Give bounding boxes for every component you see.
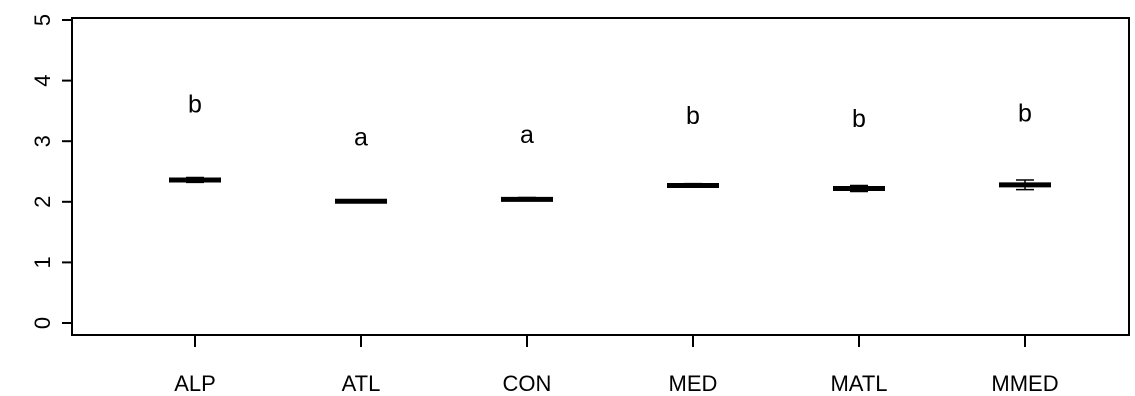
data-marks xyxy=(169,176,1051,204)
y-axis-ticks: 0 1 2 3 4 5 xyxy=(30,14,72,329)
plot-frame xyxy=(71,17,1130,336)
significance-letter-1: a xyxy=(354,123,368,151)
data-point-matl xyxy=(833,184,885,193)
y-tick-label-4: 4 xyxy=(30,74,55,86)
data-point-atl xyxy=(335,198,387,204)
x-tick-label-2: CON xyxy=(503,371,552,396)
x-tick-label-4: MATL xyxy=(830,371,887,396)
x-tick-label-3: MED xyxy=(669,371,718,396)
x-tick-label-1: ATL xyxy=(342,371,381,396)
data-point-con xyxy=(501,196,553,202)
significance-letter-2: a xyxy=(520,121,534,149)
x-tick-label-5: MMED xyxy=(991,371,1058,396)
y-tick-label-1: 1 xyxy=(30,256,55,268)
y-tick-label-2: 2 xyxy=(30,196,55,208)
significance-letter-5: b xyxy=(1018,100,1032,128)
significance-letters: b a a b b b xyxy=(188,91,1032,152)
data-point-mmed xyxy=(999,179,1051,191)
significance-letter-0: b xyxy=(188,91,202,119)
y-tick-label-3: 3 xyxy=(30,135,55,147)
significance-letter-4: b xyxy=(852,105,866,133)
y-tick-label-0: 0 xyxy=(30,317,55,329)
significance-letter-3: b xyxy=(686,102,700,130)
y-tick-label-5: 5 xyxy=(30,14,55,26)
x-tick-label-0: ALP xyxy=(174,371,216,396)
data-point-alp xyxy=(169,176,221,184)
data-point-med xyxy=(667,182,719,189)
x-axis-ticks: ALP ATL CON MED MATL MMED xyxy=(174,335,1059,396)
